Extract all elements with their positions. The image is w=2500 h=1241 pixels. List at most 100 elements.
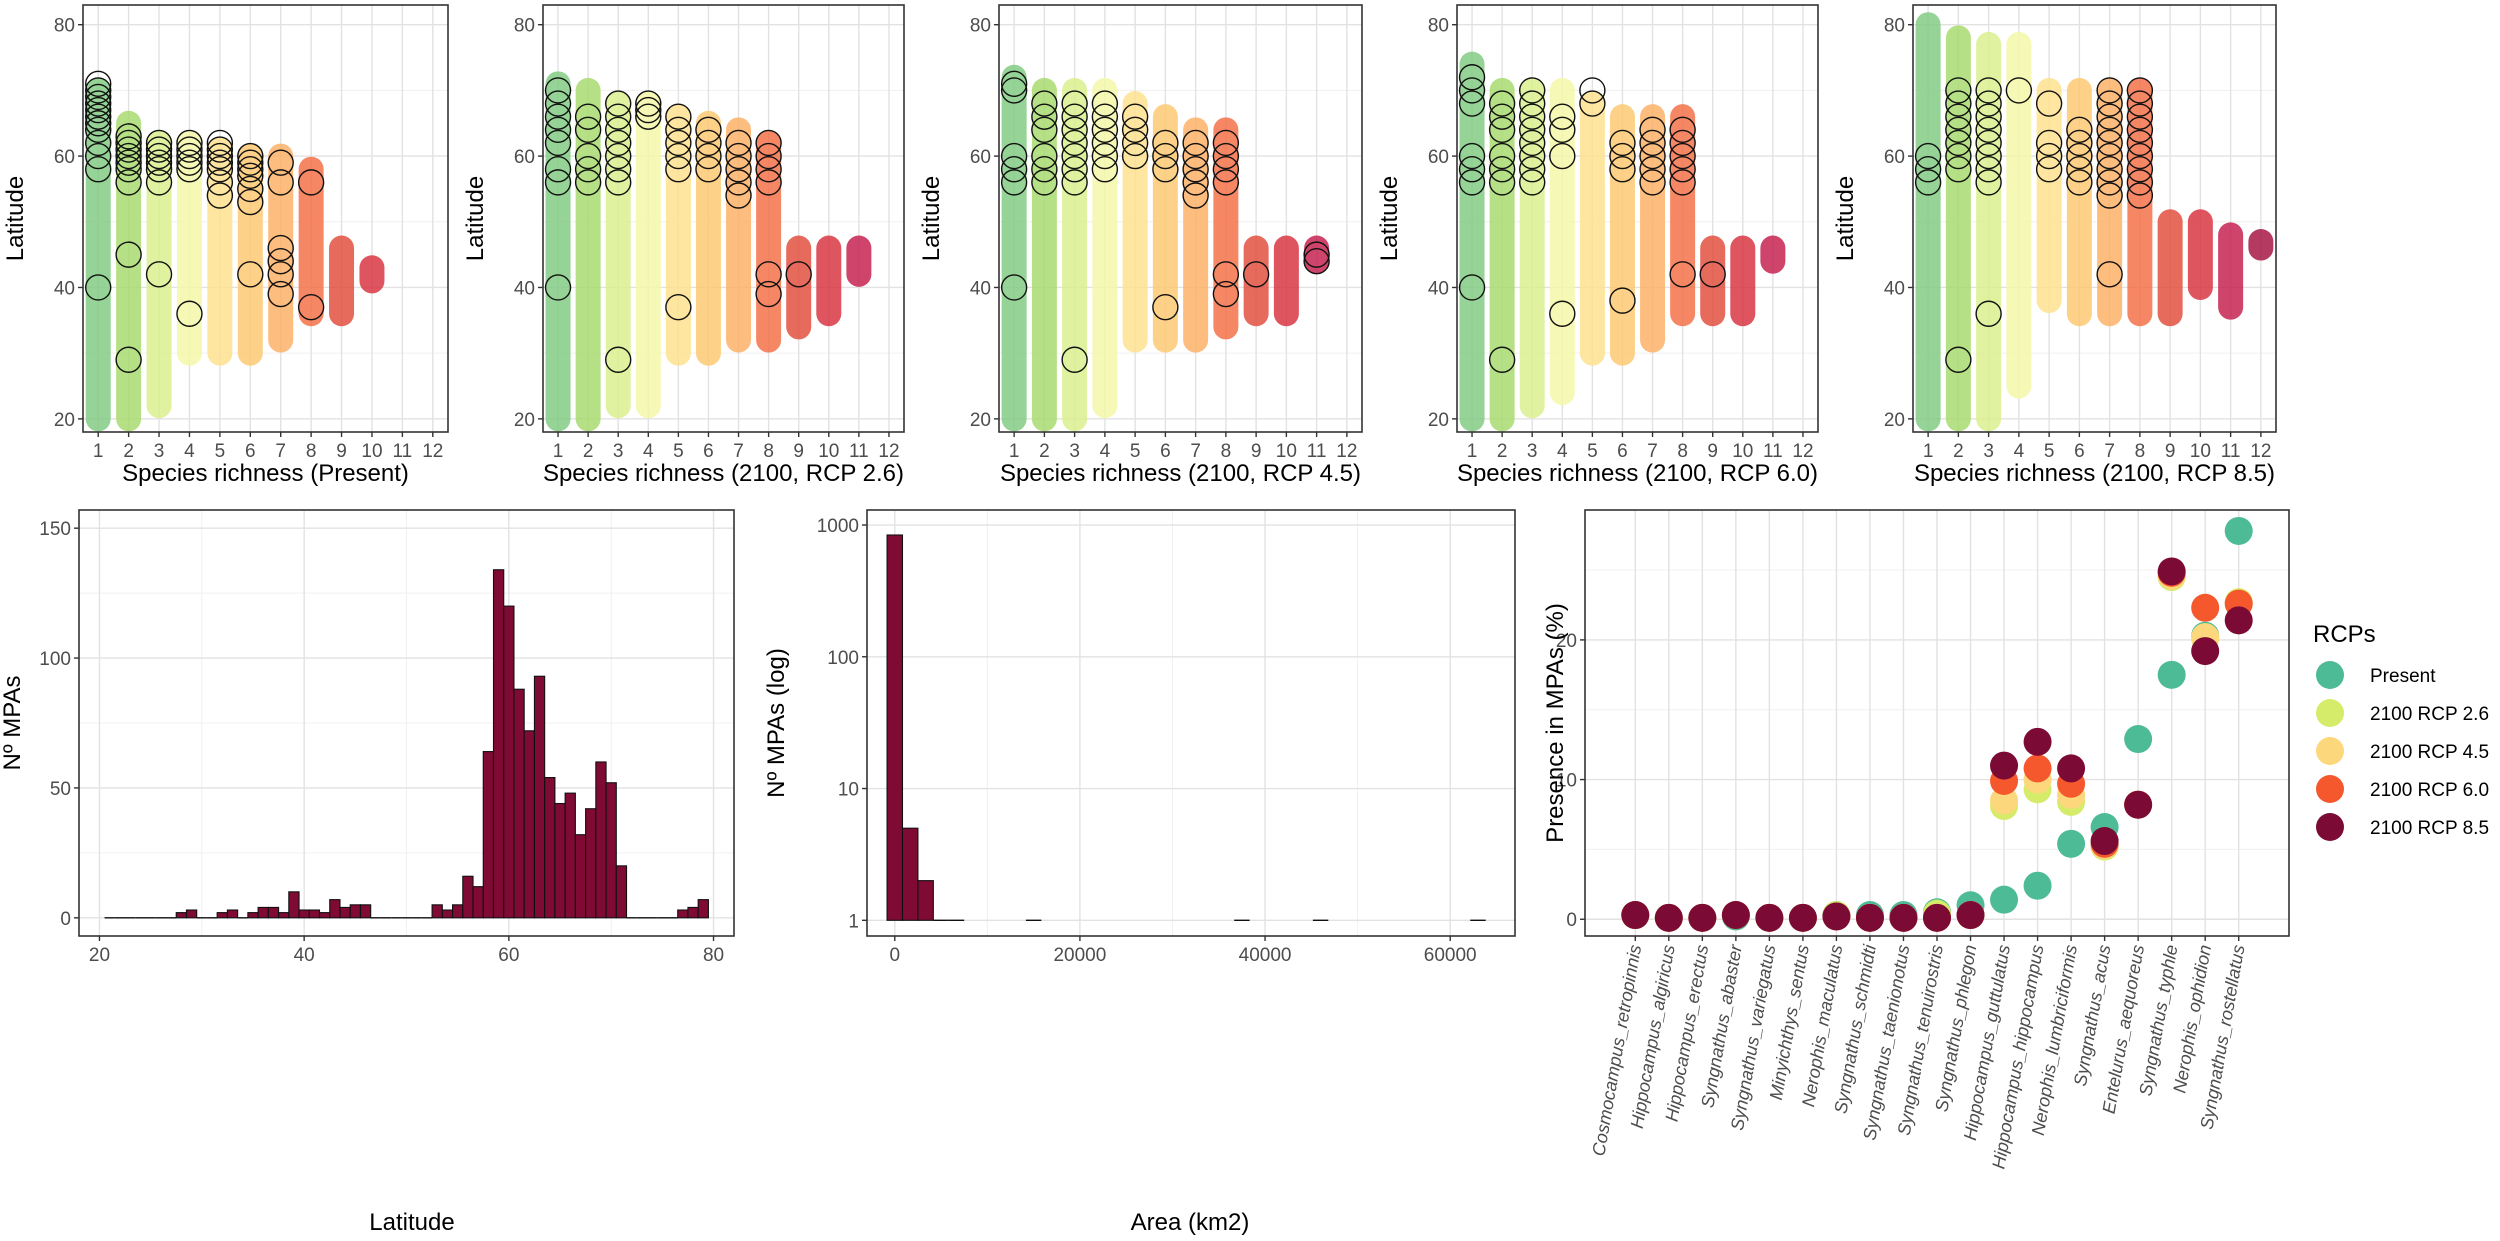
site-circle [1458, 142, 1486, 170]
site-circle [1031, 169, 1058, 196]
presence-point-1 [1990, 885, 2019, 914]
site-circle [85, 129, 112, 157]
site-circle [544, 274, 572, 301]
site-circle [1212, 280, 1240, 308]
site-circle [1609, 287, 1636, 314]
site-circle [605, 90, 632, 117]
site-circle [1639, 169, 1666, 196]
y-tick-label: 60 [970, 147, 991, 168]
presence-point-5 [1956, 901, 1985, 930]
site-circle [1061, 142, 1088, 170]
x-tick-label: 20000 [1053, 945, 1106, 966]
x-tick-label: 8 [2135, 441, 2146, 462]
x-tick-label: 40 [294, 945, 315, 966]
presence-point-5 [1822, 902, 1851, 931]
histogram-bar [216, 912, 228, 919]
x-tick-label: 1 [1923, 441, 1934, 462]
site-circle [635, 103, 662, 130]
histogram-bar [472, 886, 484, 919]
site-circle [2035, 129, 2063, 157]
site-circle [267, 234, 294, 262]
site-circle [1061, 103, 1088, 130]
site-circle [206, 156, 234, 183]
y-tick-label: 20 [1884, 410, 1905, 431]
site-circle [115, 129, 142, 157]
site-circle [1061, 116, 1088, 144]
site-circle [267, 261, 294, 288]
presence-point-4 [2191, 593, 2220, 622]
site-circle [725, 182, 752, 209]
site-circle [1975, 156, 2002, 183]
x-tick-label: 9 [1707, 441, 1718, 462]
y-tick-label: 80 [1884, 16, 1905, 37]
panel-background [1913, 5, 2276, 432]
y-axis-label: Latitude [462, 176, 489, 261]
site-circle [1579, 77, 1606, 104]
y-tick-label: 10 [1556, 771, 1577, 792]
y-tick-label: 100 [39, 649, 71, 670]
histogram-bar [462, 875, 474, 919]
panel-background [543, 5, 904, 432]
x-tick-label: 5 [2044, 441, 2055, 462]
site-circle [544, 129, 572, 157]
site-circle [574, 169, 602, 196]
site-circle [1000, 77, 1028, 104]
y-tick-label: 60 [1884, 147, 1905, 168]
site-circle [1549, 142, 1576, 170]
x-tick-label: 3 [1069, 441, 1080, 462]
site-circle [85, 103, 112, 130]
x-tick-label: 6 [703, 441, 714, 462]
site-circle [2126, 182, 2154, 209]
site-circle [267, 248, 294, 275]
y-tick-label: 20 [970, 410, 991, 431]
site-circle [1488, 169, 1516, 196]
x-tick-label: 8 [1677, 441, 1688, 462]
site-circle [237, 261, 264, 288]
panel-border [542, 4, 905, 433]
presence-point-5 [1889, 903, 1918, 932]
site-circle [176, 149, 203, 176]
x-tick-label: 2 [583, 441, 594, 462]
x-tick-label: 12 [1792, 441, 1813, 462]
site-circle [2005, 77, 2033, 104]
site-circle [1669, 129, 1696, 157]
panel-border [866, 509, 1516, 937]
panel-background [999, 5, 1362, 432]
x-tick-label: 1 [1009, 441, 1020, 462]
site-circle [145, 261, 173, 288]
site-circle [1488, 90, 1516, 117]
presence-point-5 [1855, 903, 1884, 932]
histogram-bar [298, 909, 310, 919]
histogram-bar [533, 675, 546, 919]
site-circle [1000, 156, 1028, 183]
x-axis-label: Latitude [369, 1209, 454, 1236]
legend-label-3: 2100 RCP 4.5 [2370, 742, 2489, 763]
x-tick-label: 4 [184, 441, 195, 462]
y-tick-label: 20 [1428, 410, 1449, 431]
site-circle [605, 129, 632, 157]
x-tick-label: 4 [1557, 441, 1568, 462]
site-circle [695, 156, 722, 183]
y-axis-label: Nº MPAs [0, 676, 26, 771]
y-tick-label: 0 [60, 909, 71, 930]
y-axis-label: Latitude [2, 176, 29, 261]
site-circle [544, 77, 572, 104]
x-tick-label: 20 [89, 945, 110, 966]
x-tick-label: 10 [1276, 441, 1297, 462]
site-circle [115, 156, 142, 183]
site-circle [695, 116, 722, 144]
site-circle [2126, 169, 2154, 196]
site-circle [574, 116, 602, 144]
panel-border [1912, 4, 2277, 433]
presence-point-5 [1990, 751, 2019, 780]
x-tick-label: 4 [1100, 441, 1111, 462]
site-circle [2126, 103, 2154, 130]
site-circle [1121, 103, 1149, 130]
y-tick-label: 40 [1428, 278, 1449, 299]
histogram-bar [564, 792, 576, 919]
site-circle [755, 156, 782, 183]
site-circle [1458, 64, 1486, 91]
legend-label-4: 2100 RCP 6.0 [2370, 780, 2489, 801]
site-circle [1669, 156, 1696, 183]
site-circle [1212, 129, 1240, 157]
